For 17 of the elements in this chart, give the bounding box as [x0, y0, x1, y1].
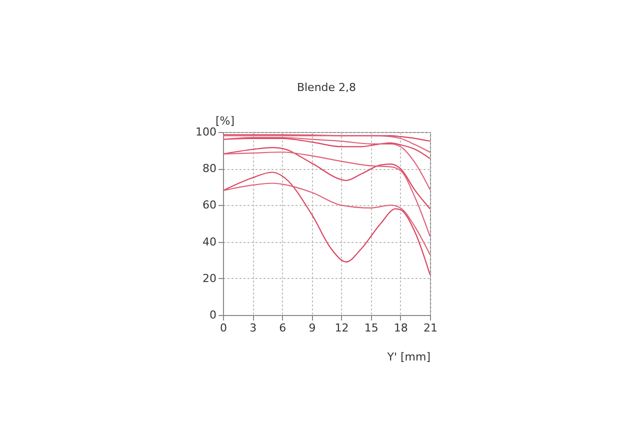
y-tick-label: 40	[202, 235, 216, 248]
x-tick-label: 6	[279, 322, 286, 334]
x-tick-label: 15	[364, 322, 378, 334]
y-tick-label: 80	[202, 162, 216, 176]
x-tick-label: 12	[334, 322, 349, 334]
y-tick-label: 100	[196, 126, 216, 138]
x-tick-label: 3	[250, 322, 257, 334]
x-tick-label: 0	[220, 322, 227, 334]
x-axis-title: Y' [mm]	[386, 350, 430, 364]
chart-title: Blende 2,8	[296, 81, 356, 94]
x-tick-label: 18	[394, 322, 408, 334]
y-tick-label: 0	[210, 308, 216, 322]
y-tick-label: 60	[202, 198, 216, 212]
x-tick-label: 9	[308, 322, 316, 334]
x-tick-label: 21	[424, 322, 438, 334]
y-tick-label: 20	[202, 272, 216, 285]
y-axis-title: [%]	[216, 114, 235, 128]
